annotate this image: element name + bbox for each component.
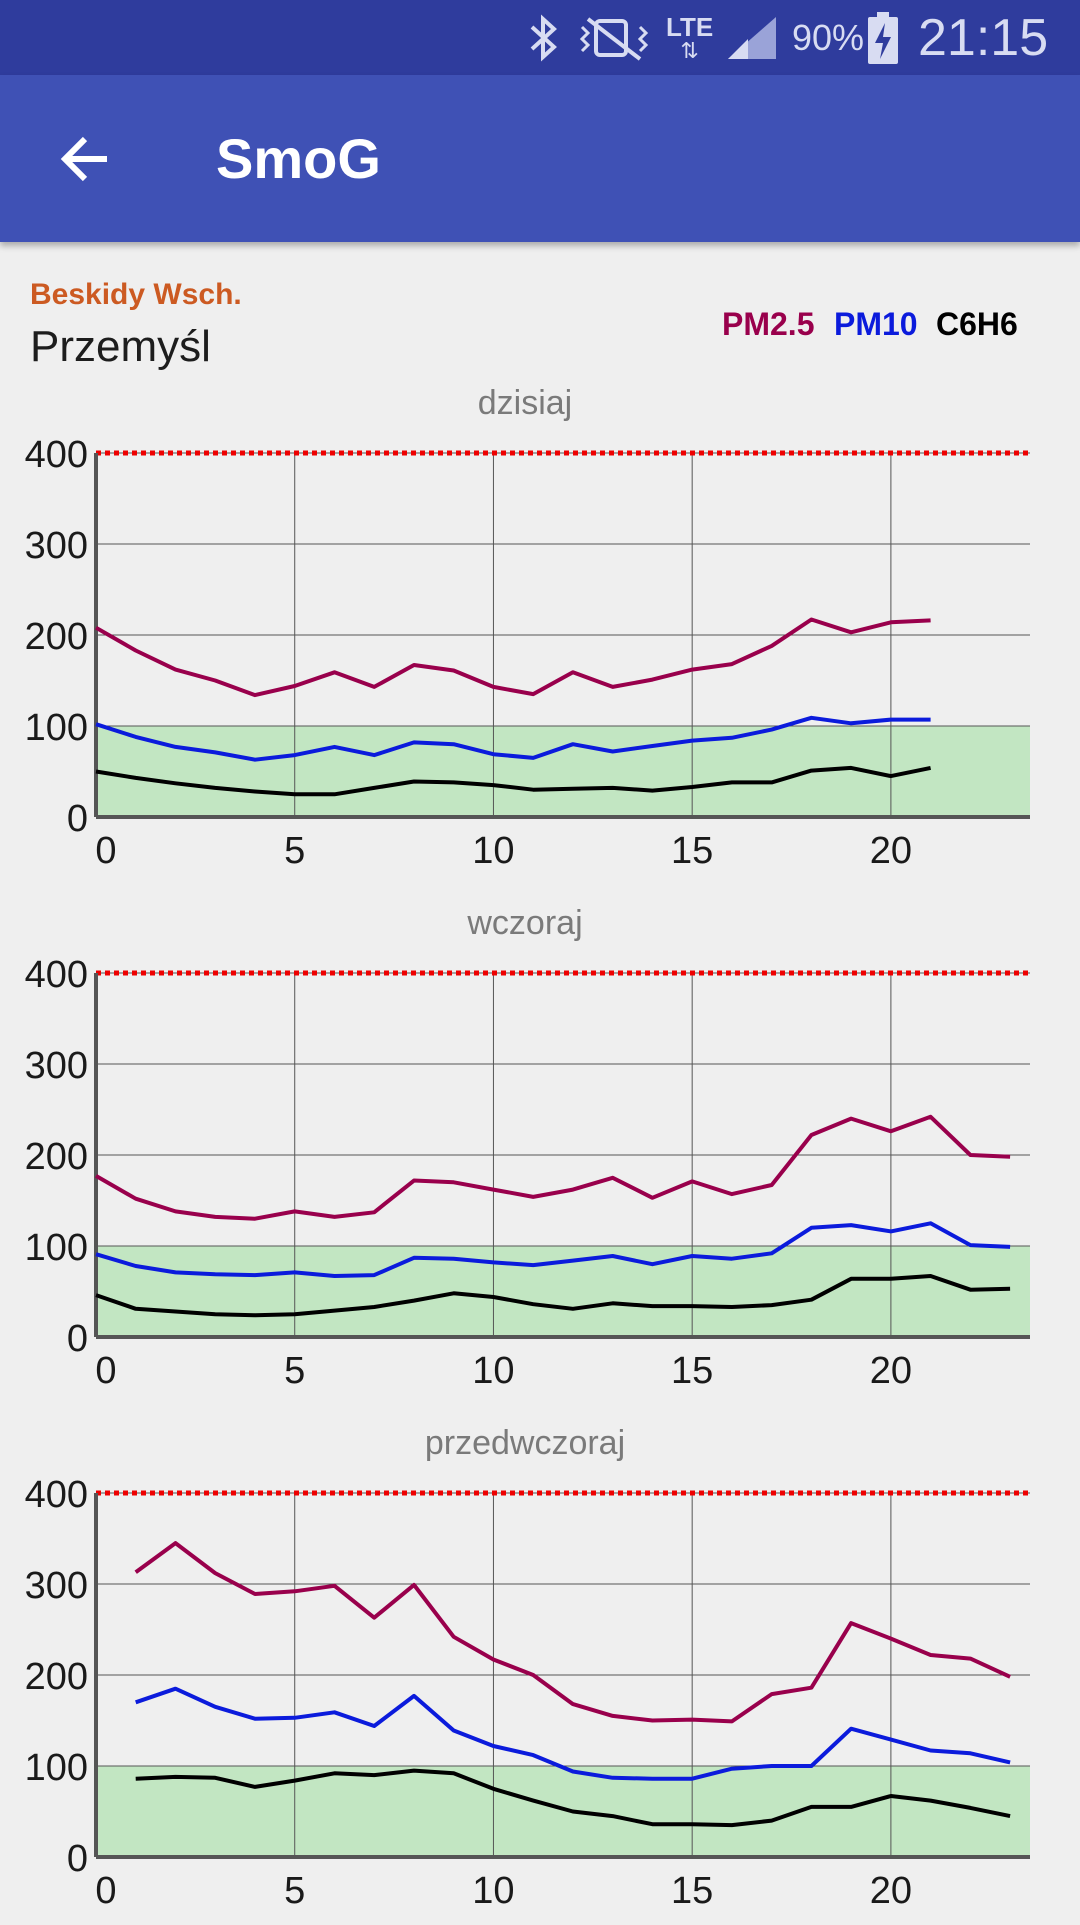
x-tick-label: 10 <box>472 830 514 872</box>
legend-pm25: PM2.5 <box>722 306 815 342</box>
series-line-pm10 <box>135 1686 1011 1781</box>
chart-title-day-before: przedwczoraj <box>424 1424 626 1462</box>
network-label: LTE <box>666 11 714 42</box>
chart-yesterday: 0 100 200 300 400 0 5 10 15 20 <box>25 954 1030 1392</box>
y-tick-label: 300 <box>25 1565 88 1607</box>
norm-band <box>96 1766 1030 1857</box>
y-tick-label: 200 <box>25 1136 88 1178</box>
arrow-back-icon <box>60 136 107 182</box>
y-tick-label: 400 <box>25 954 88 996</box>
norm-band <box>96 726 1030 817</box>
x-tick-label: 0 <box>95 1350 116 1392</box>
chart-title-yesterday: wczoraj <box>467 904 583 942</box>
y-tick-label: 400 <box>25 1474 88 1516</box>
x-tick-label: 10 <box>472 1870 514 1912</box>
x-tick-label: 20 <box>870 1870 912 1912</box>
app-title: SmoG <box>216 127 381 190</box>
battery-charging-icon <box>866 0 900 75</box>
x-tick-label: 5 <box>284 830 305 872</box>
y-tick-label: 0 <box>67 1318 88 1360</box>
lte-data-icon: LTE ⇅ <box>666 11 714 63</box>
back-button[interactable] <box>40 117 130 201</box>
x-tick-label: 10 <box>472 1350 514 1392</box>
x-tick-label: 20 <box>870 830 912 872</box>
series-line-pm10 <box>95 1221 1011 1278</box>
vibrate-mute-icon <box>578 0 654 75</box>
y-tick-label: 0 <box>67 798 88 840</box>
series-line-pm25 <box>134 1541 1011 1724</box>
y-tick-label: 100 <box>25 1747 88 1789</box>
x-tick-label: 15 <box>671 1870 713 1912</box>
x-tick-label: 15 <box>671 830 713 872</box>
series-line-c6h6 <box>95 765 932 797</box>
chart-day-before-yesterday: 0 100 200 300 400 0 5 10 15 20 <box>25 1474 1030 1912</box>
x-tick-label: 5 <box>284 1870 305 1912</box>
chart-today: 0 100 200 300 400 0 5 10 15 20 <box>25 434 1030 872</box>
battery-percent: 90% <box>792 16 865 58</box>
y-tick-label: 0 <box>67 1838 88 1880</box>
series-line-pm25 <box>95 617 931 698</box>
series-line-c6h6 <box>135 1768 1011 1828</box>
x-tick-label: 0 <box>95 1870 116 1912</box>
series-line-pm10 <box>95 715 931 762</box>
y-tick-label: 200 <box>25 616 88 658</box>
series-line-c6h6 <box>95 1274 1011 1318</box>
y-tick-label: 100 <box>25 1227 88 1269</box>
region-name: Beskidy Wsch. <box>30 278 242 311</box>
legend-c6h6: C6H6 <box>936 306 1018 342</box>
chart-title-today: dzisiaj <box>477 384 573 422</box>
legend-pm10: PM10 <box>834 306 918 342</box>
y-tick-label: 300 <box>25 525 88 567</box>
x-tick-label: 20 <box>870 1350 912 1392</box>
x-tick-label: 5 <box>284 1350 305 1392</box>
clock: 21:15 <box>918 8 1049 67</box>
signal-icon <box>726 0 778 75</box>
norm-band <box>96 1246 1030 1337</box>
bluetooth-icon <box>524 0 564 75</box>
y-tick-label: 300 <box>25 1045 88 1087</box>
x-tick-label: 15 <box>671 1350 713 1392</box>
status-bar: LTE ⇅ 90% 21:15 <box>0 0 1080 75</box>
y-tick-label: 400 <box>25 434 88 476</box>
x-tick-label: 0 <box>95 830 116 872</box>
y-tick-label: 200 <box>25 1656 88 1698</box>
series-line-pm25 <box>95 1114 1011 1221</box>
app-bar: SmoG <box>0 75 1080 242</box>
y-tick-label: 100 <box>25 707 88 749</box>
city-name: Przemyśl <box>30 322 211 371</box>
